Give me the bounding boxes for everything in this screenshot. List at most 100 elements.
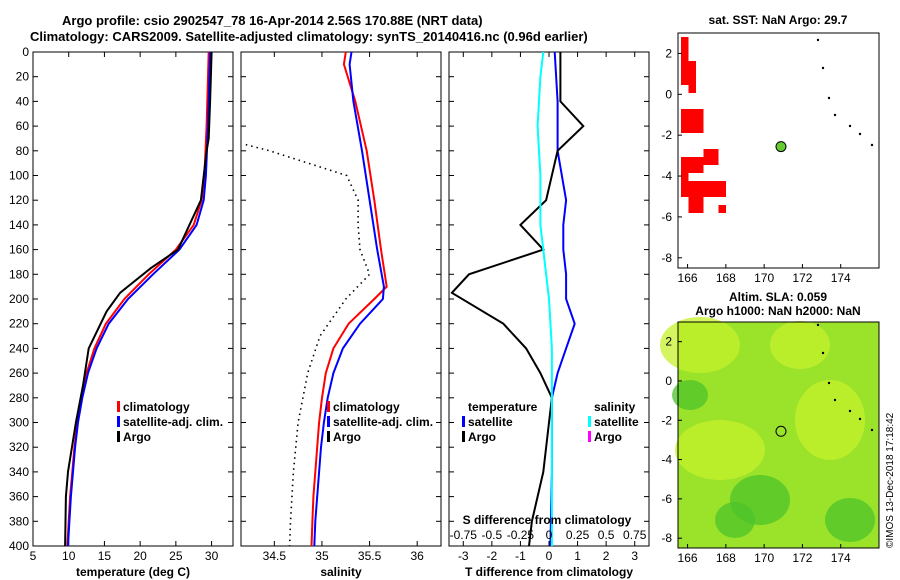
depth-tick-label: 60 <box>16 119 30 133</box>
difference-xtick-top-label: 0.25 <box>566 528 590 542</box>
temperature-legend-entry: Argo <box>123 430 151 444</box>
island-marker <box>858 417 862 421</box>
sst_map-xtick-label: 172 <box>792 271 812 285</box>
salinity-legend-swatch <box>327 401 330 412</box>
depth-tick-label: 140 <box>9 218 29 232</box>
island-marker <box>821 351 825 355</box>
island-marker <box>827 381 831 385</box>
salinity-xtick-label: 35 <box>315 549 329 563</box>
salinity-legend-entry: Argo <box>333 430 361 444</box>
temperature-legend-swatch <box>117 416 120 427</box>
diff-legend-salinity-head: salinity <box>594 400 636 414</box>
sst-field-cell <box>681 61 696 85</box>
depth-tick-label: 120 <box>9 193 29 207</box>
salinity-legend-entry: climatology <box>333 400 400 414</box>
island-marker <box>827 96 831 100</box>
depth-tick-label: 40 <box>16 94 30 108</box>
sla-field-patch <box>770 321 830 369</box>
sla-field-patch <box>672 380 708 410</box>
island-marker <box>833 398 837 402</box>
island-marker <box>870 428 874 432</box>
temperature-axes-frame <box>32 51 234 547</box>
sst_map-xtick-label: 166 <box>678 271 698 285</box>
island-marker <box>833 113 837 117</box>
depth-tick-label: 400 <box>9 539 29 553</box>
difference-xtick-top-label: 0 <box>546 528 553 542</box>
temperature-series-argo <box>64 51 213 547</box>
island-marker <box>816 38 820 42</box>
sla_map-ytick-label: 0 <box>665 374 672 388</box>
sst-map-title: sat. SST: NaN Argo: 29.7 <box>709 13 848 27</box>
island-marker <box>870 143 874 147</box>
diff-legend-temperature-swatch <box>462 431 465 442</box>
island-marker <box>848 409 852 413</box>
salinity-xtick-label: 34.5 <box>263 549 287 563</box>
sla_map-xtick-label: 166 <box>678 551 698 565</box>
sst-field-cell <box>681 37 689 61</box>
sst_map-group <box>677 32 880 269</box>
sla_map-xtick-label: 172 <box>792 551 812 565</box>
sla_map-xtick-label: 168 <box>716 551 736 565</box>
sla_map-float-marker <box>775 425 787 437</box>
difference-xtick-label: -1 <box>515 549 526 563</box>
sst-field-cell <box>696 109 704 117</box>
depth-tick-label: 280 <box>9 391 29 405</box>
island-marker <box>816 323 820 327</box>
difference-series-s-satellite <box>536 51 553 546</box>
sla_map-ytick-label: -4 <box>661 453 672 467</box>
diff-legend-salinity-entry: satellite <box>594 415 639 429</box>
sla-field-patch <box>795 380 865 460</box>
sla-map-title-2: Argo h1000: NaN h2000: NaN <box>695 304 860 318</box>
difference-xtick-top-label: 0.5 <box>598 528 615 542</box>
sla_map-ytick-label: -8 <box>661 531 672 545</box>
diff-legend-salinity-swatch <box>588 416 591 427</box>
salinity-legend-entry: satellite-adj. clim. <box>333 415 433 429</box>
sst_map-xtick-label: 174 <box>831 271 851 285</box>
difference-xlabel: T difference from climatology <box>465 565 633 579</box>
diff-legend-temperature-entry: satellite <box>468 415 513 429</box>
difference-xtick-label: 2 <box>603 549 610 563</box>
sst_map-frame <box>677 32 880 269</box>
sla_map-frame <box>677 321 880 549</box>
difference-xtick-top-label: -0.5 <box>482 528 503 542</box>
sst-field-cell <box>718 205 726 213</box>
salinity-xtick-label: 35.5 <box>358 549 382 563</box>
difference-xtick-top-label: 0.75 <box>623 528 647 542</box>
sst_map-xtick-label: 170 <box>754 271 774 285</box>
salinity-series-climatology <box>310 51 388 547</box>
sst_map-ytick-label: 2 <box>665 46 672 60</box>
temperature-xtick-label: 25 <box>169 549 183 563</box>
salinity-series-satellite-adj-clim- <box>313 51 385 547</box>
sst-field-cell <box>681 117 704 133</box>
title-line-1: Argo profile: csio 2902547_78 16-Apr-201… <box>62 13 483 28</box>
depth-tick-label: 180 <box>9 267 29 281</box>
depth-tick-label: 360 <box>9 490 29 504</box>
temperature-legend-entry: climatology <box>123 400 190 414</box>
temperature-xlabel: temperature (deg C) <box>76 565 190 579</box>
difference-xlabel-top: S difference from climatology <box>463 513 632 527</box>
depth-tick-label: 80 <box>16 144 30 158</box>
sst-field-cell <box>681 157 704 173</box>
sst-field-cell <box>681 181 711 197</box>
imos-credit: ©IMOS 13-Dec-2018 17:18:42 <box>885 412 896 548</box>
difference-xtick-label: 3 <box>631 549 638 563</box>
difference-xtick-label: -3 <box>458 549 469 563</box>
depth-tick-label: 240 <box>9 341 29 355</box>
sla_map-group <box>660 317 880 549</box>
depth-tick-label: 300 <box>9 416 29 430</box>
difference-xtick-label: 1 <box>574 549 581 563</box>
sst-field-cell <box>688 197 704 213</box>
diff-legend-salinity-swatch <box>588 431 591 442</box>
depth-tick-label: 320 <box>9 440 29 454</box>
sla_map-xtick-label: 174 <box>831 551 851 565</box>
sla-field-patch <box>660 317 740 373</box>
sla-field-patch <box>825 498 875 542</box>
sst_map-ytick-label: 0 <box>665 87 672 101</box>
temperature-xtick-label: 10 <box>62 549 76 563</box>
depth-tick-label: 20 <box>16 70 30 84</box>
diff-legend-temperature-swatch <box>462 416 465 427</box>
title-line-2: Climatology: CARS2009. Satellite-adjuste… <box>30 29 588 44</box>
salinity-xlabel: salinity <box>320 565 362 579</box>
difference-xtick-top-label: -0.25 <box>507 528 535 542</box>
